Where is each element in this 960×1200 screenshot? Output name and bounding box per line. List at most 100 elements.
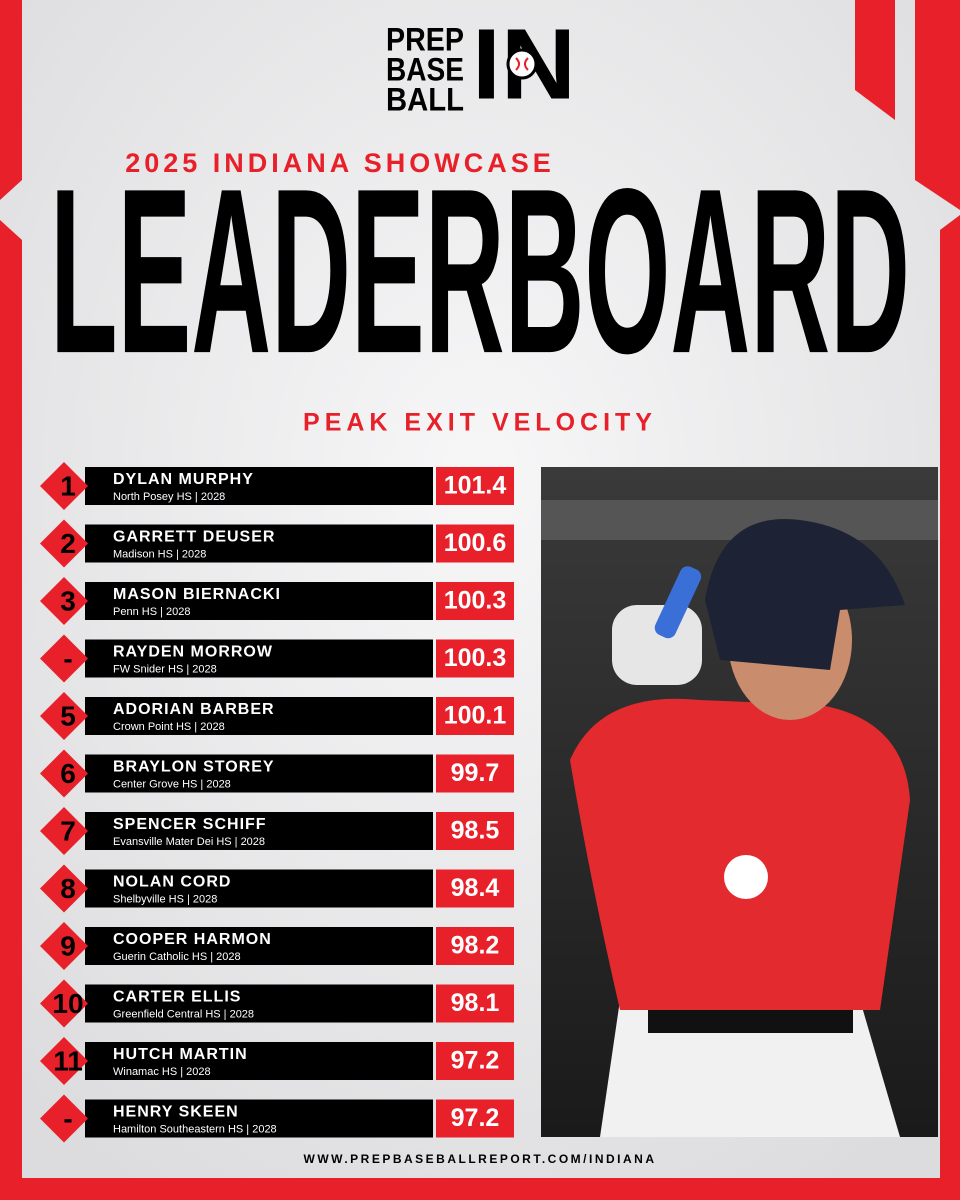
rank: 3 — [60, 585, 76, 616]
value-box — [436, 869, 514, 908]
rank: 6 — [60, 758, 76, 789]
exit-velocity: 100.3 — [444, 644, 507, 672]
rank: - — [63, 1103, 72, 1134]
photo-gloves — [612, 605, 702, 685]
row-bar — [85, 984, 433, 1023]
player-name: BRAYLON STOREY — [113, 759, 275, 776]
rank-diamond — [40, 1094, 88, 1143]
rank: 11 — [53, 1045, 83, 1076]
exit-velocity: 98.1 — [451, 989, 500, 1017]
value-box — [436, 754, 514, 793]
player-name: GARRETT DEUSER — [113, 529, 275, 546]
exit-velocity: 101.4 — [444, 472, 507, 500]
player-school: Penn HS | 2028 — [113, 606, 190, 618]
value-box — [436, 524, 514, 563]
rank-diamond — [40, 807, 88, 855]
rank-diamond — [40, 692, 88, 740]
player-school: Shelbyville HS | 2028 — [113, 893, 217, 905]
rank: 2 — [60, 528, 76, 559]
metric: PEAK EXIT VELOCITY — [303, 409, 657, 437]
rank-diamond — [40, 749, 88, 798]
bottom-bar — [0, 1178, 960, 1200]
player-school: Evansville Mater Dei HS | 2028 — [113, 836, 265, 848]
row-bar — [85, 812, 433, 850]
player-name: ADORIAN BARBER — [113, 701, 275, 718]
rank: 5 — [60, 700, 76, 731]
player-name: MASON BIERNACKI — [113, 586, 281, 603]
player-name: NOLAN CORD — [113, 874, 231, 891]
row-bar — [85, 1099, 433, 1138]
rank-diamond — [40, 634, 88, 683]
player-name: SPENCER SCHIFF — [113, 816, 267, 833]
player-name: DYLAN MURPHY — [113, 471, 254, 488]
exit-velocity: 100.6 — [444, 529, 507, 557]
photo-helmet — [705, 519, 905, 670]
rank-diamond — [40, 577, 88, 625]
exit-velocity: 98.5 — [451, 817, 500, 845]
player-name: HUTCH MARTIN — [113, 1046, 248, 1063]
player-name: COOPER HARMON — [113, 931, 272, 948]
player-school: North Posey HS | 2028 — [113, 491, 225, 503]
player-school: Crown Point HS | 2028 — [113, 721, 225, 733]
logo-text: BASE — [386, 51, 464, 87]
logo-text: PREP — [386, 21, 464, 57]
exit-velocity: 98.4 — [451, 874, 500, 902]
value-box — [436, 467, 514, 505]
rank-diamond — [40, 1037, 88, 1085]
value-box — [436, 984, 514, 1023]
player-school: FW Snider HS | 2028 — [113, 663, 217, 675]
value-box — [436, 1099, 514, 1138]
edge-stripe — [0, 220, 22, 1178]
row-bar — [85, 754, 433, 793]
player-school: Greenfield Central HS | 2028 — [113, 1008, 254, 1020]
rank-diamond — [40, 519, 88, 568]
photo-jersey — [570, 698, 910, 1010]
rank-diamond — [40, 462, 88, 510]
row-bar — [85, 467, 433, 505]
rank: 9 — [60, 930, 76, 961]
logo-ball — [506, 48, 538, 80]
rank: 1 — [60, 470, 76, 501]
logo-text: BALL — [386, 81, 464, 117]
row-bar — [85, 697, 433, 735]
photo-pants — [600, 1000, 900, 1137]
edge-stripe — [855, 0, 895, 120]
edge-stripe — [915, 0, 960, 210]
value-box — [436, 697, 514, 735]
value-box — [436, 582, 514, 620]
player-name: CARTER ELLIS — [113, 989, 241, 1006]
rank: 7 — [60, 815, 76, 846]
title: LEADERBOARD — [50, 139, 910, 402]
rank-diamond — [40, 922, 88, 970]
player-school: Winamac HS | 2028 — [113, 1066, 211, 1078]
footer-url: WWW.PREPBASEBALLREPORT.COM/INDIANA — [304, 1152, 657, 1166]
leaderboard-rows: 1 DYLAN MURPHY North Posey HS | 2028 101.4 2… — [40, 462, 514, 1143]
row-bar — [85, 1042, 433, 1080]
edge-stripe — [0, 0, 22, 200]
value-box — [436, 927, 514, 965]
edge-stripe — [940, 215, 960, 1178]
exit-velocity: 99.7 — [451, 759, 500, 787]
rank: - — [63, 643, 72, 674]
row-bar — [85, 582, 433, 620]
player-school: Center Grove HS | 2028 — [113, 778, 231, 790]
rank-diamond — [40, 979, 88, 1028]
player-school: Madison HS | 2028 — [113, 548, 206, 560]
row-bar — [85, 639, 433, 678]
rank-diamond — [40, 864, 88, 913]
value-box — [436, 639, 514, 678]
logo: PREP BASE BALL IN — [386, 8, 576, 120]
player-school: Hamilton Southeastern HS | 2028 — [113, 1123, 277, 1135]
player-name: RAYDEN MORROW — [113, 644, 273, 661]
row-bar — [85, 869, 433, 908]
exit-velocity: 97.2 — [451, 1047, 500, 1075]
subtitle: 2025 INDIANA SHOWCASE — [125, 148, 555, 178]
player-name: HENRY SKEEN — [113, 1104, 239, 1121]
player-photo — [541, 467, 938, 1137]
value-box — [436, 812, 514, 850]
exit-velocity: 100.1 — [444, 702, 507, 730]
row-bar — [85, 927, 433, 965]
exit-velocity: 98.2 — [451, 932, 500, 960]
